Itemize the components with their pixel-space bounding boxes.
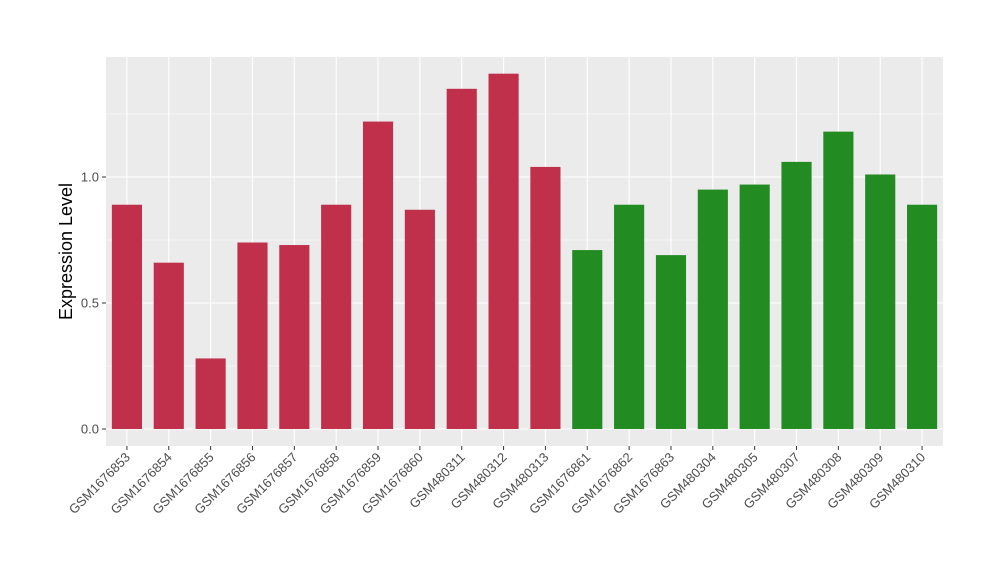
bars [111, 73, 938, 430]
y-tick-label: 0.0 [81, 422, 99, 437]
y-axis-title: Expression Level [56, 183, 76, 320]
y-tick-label: 0.5 [81, 296, 99, 311]
bar-GSM480313 [530, 166, 561, 430]
y-tick-label: 1.0 [81, 170, 99, 185]
x-axis: GSM1676853GSM1676854GSM1676855GSM1676856… [66, 446, 928, 517]
bar-GSM1676863 [655, 255, 687, 429]
bar-GSM1676859 [362, 121, 394, 429]
bar-GSM480305 [739, 184, 770, 429]
bar-GSM480311 [446, 88, 477, 430]
bar-GSM1676856 [237, 242, 268, 429]
bar-GSM1676858 [321, 204, 352, 429]
bar-GSM1676854 [153, 262, 184, 429]
bar-GSM480304 [697, 189, 728, 429]
plot-panel [106, 57, 943, 446]
bar-GSM480308 [823, 131, 854, 429]
y-axis: 0.0 0.5 1.0 [81, 170, 106, 437]
bar-GSM1676853 [111, 204, 142, 429]
bar-GSM1676862 [614, 204, 645, 429]
bar-GSM1676855 [195, 358, 226, 429]
bar-GSM1676860 [404, 209, 435, 429]
bar-GSM1676861 [572, 250, 603, 429]
bar-GSM480309 [865, 174, 896, 429]
bar-GSM480312 [488, 73, 519, 430]
bar-GSM480307 [781, 161, 812, 429]
bar-GSM1676857 [279, 245, 310, 429]
bar-GSM480310 [907, 204, 938, 429]
